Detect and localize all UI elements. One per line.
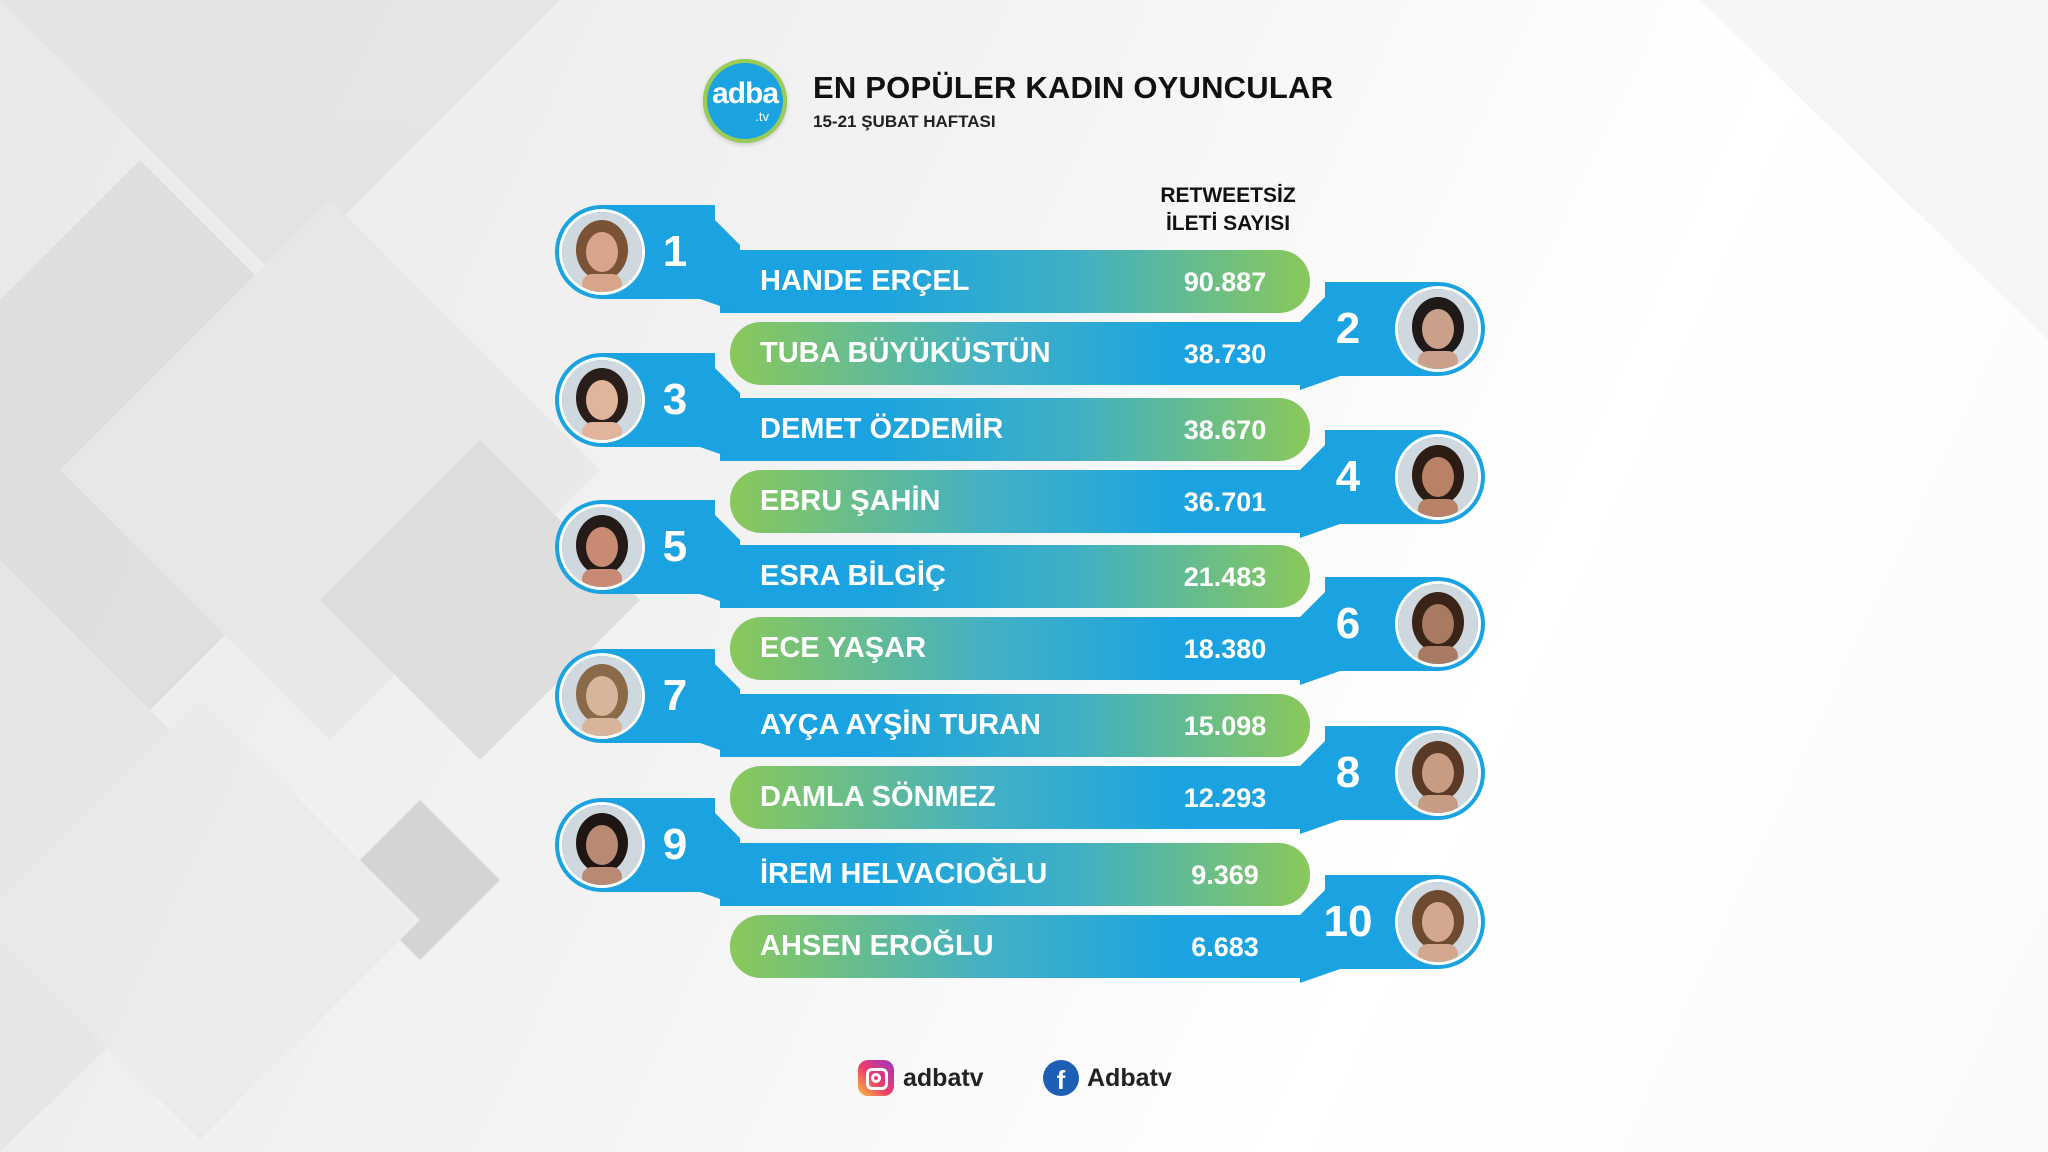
logo-text: adba [711,77,779,110]
post-count-value: 9.369 [1191,860,1259,890]
rank-number: 7 [662,671,688,720]
post-count-value: 21.483 [1183,562,1267,592]
instagram-icon-lens [871,1073,881,1083]
rank-number: 6 [1335,599,1361,648]
ranking-bar [730,617,1300,680]
ranking-bar [730,322,1300,385]
ranking-bar [720,250,1310,313]
rank-number: 3 [662,375,688,424]
actress-photo [1395,730,1481,816]
instagram-icon-ring [866,1068,888,1090]
post-count-value: 90.887 [1183,267,1267,297]
actress-photo [1395,434,1481,520]
actress-name: TUBA BÜYÜKÜSTÜN [760,337,1051,369]
actress-photo [559,504,645,590]
badge-connector [700,798,740,906]
post-count-value: 38.670 [1183,415,1267,445]
rank-number: 5 [662,522,688,571]
actress-name: EBRU ŞAHİN [760,485,941,517]
post-count-value: 12.293 [1183,783,1267,813]
column-header-line1: RETWEETSİZ [1160,184,1296,207]
chart-title: EN POPÜLER KADIN OYUNCULAR [813,70,1334,105]
facebook-icon[interactable]: f [1043,1060,1079,1096]
post-count-value: 36.701 [1183,487,1267,517]
actress-name: DAMLA SÖNMEZ [760,781,996,813]
actress-name: DEMET ÖZDEMİR [760,413,1004,445]
facebook-handle[interactable]: Adbatv [1087,1064,1172,1092]
badge-connector [1300,726,1340,834]
badge-connector [700,649,740,757]
post-count-value: 18.380 [1183,634,1267,664]
ranking-bar [730,915,1300,978]
adba-logo: adba .tv [703,59,787,143]
actress-photo [559,209,645,295]
value-column-header: RETWEETSİZ İLETİ SAYISI [1128,182,1328,238]
rank-number: 1 [662,227,688,276]
actress-name: AHSEN EROĞLU [760,930,994,962]
actress-photo [559,653,645,739]
actress-photo [1395,286,1481,372]
actress-photo [559,802,645,888]
ranking-bar [730,470,1300,533]
ranking-bar [720,398,1310,461]
badge-connector [1300,577,1340,685]
instagram-icon[interactable] [858,1060,894,1096]
actress-name: HANDE ERÇEL [760,265,970,297]
rank-number: 10 [1323,897,1373,946]
badge-connector [700,353,740,461]
actress-photo [559,357,645,443]
column-header-line2: İLETİ SAYISI [1165,212,1291,235]
actress-name: İREM HELVACIOĞLU [760,858,1048,890]
ranking-bar [730,766,1300,829]
actress-photo [1395,581,1481,667]
post-count-value: 6.683 [1191,932,1259,962]
ranking-bar [720,843,1310,906]
actress-name: AYÇA AYŞİN TURAN [760,709,1041,741]
badge-connector [1300,875,1340,983]
rank-number: 8 [1335,748,1361,797]
badge-connector [1300,430,1340,538]
badge-connector [700,205,740,313]
actress-name: ECE YAŞAR [760,632,927,664]
badge-connector [1300,282,1340,390]
ranking-bar [720,694,1310,757]
post-count-value: 38.730 [1183,339,1267,369]
actress-name: ESRA BİLGİÇ [760,560,946,592]
ranking-bar [720,545,1310,608]
rank-number: 9 [662,820,688,869]
actress-photo [1395,879,1481,965]
badge-connector [700,500,740,608]
rank-number: 4 [1335,452,1361,501]
instagram-handle[interactable]: adbatv [903,1064,984,1092]
logo-sub: .tv [755,109,769,124]
chart-subtitle: 15-21 ŞUBAT HAFTASI [813,112,996,131]
post-count-value: 15.098 [1183,711,1267,741]
rank-number: 2 [1335,304,1361,353]
